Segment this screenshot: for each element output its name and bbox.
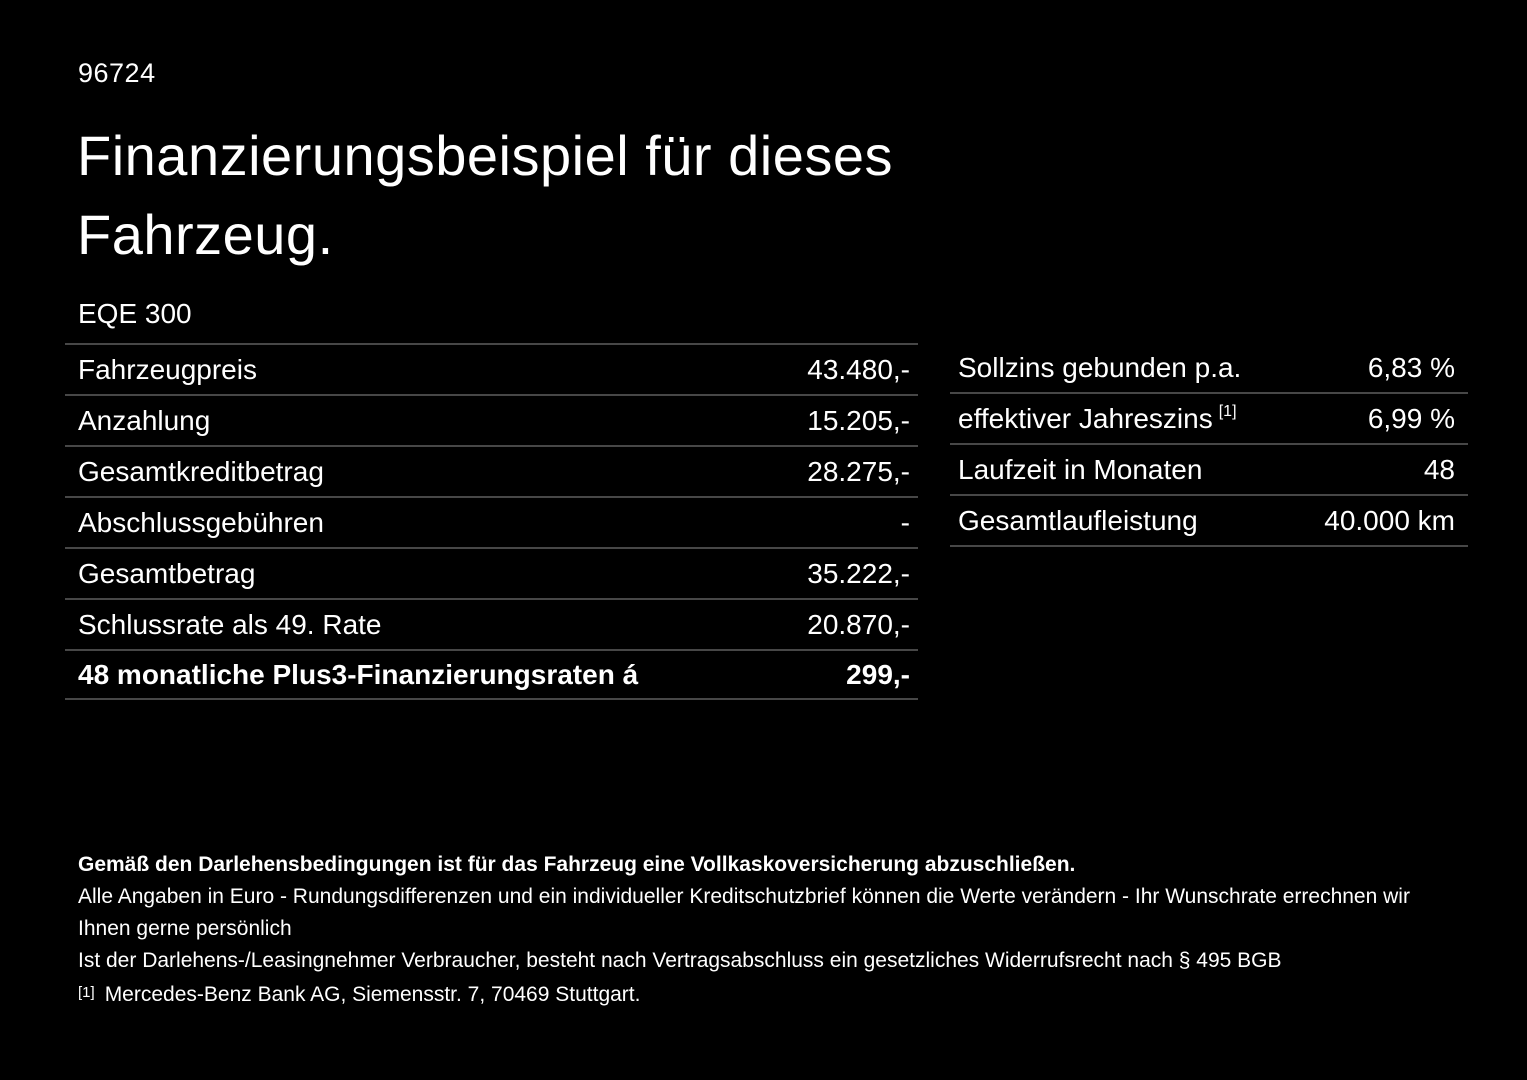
row-value: 28.275,- <box>807 455 910 487</box>
row-value: 43.480,- <box>807 353 910 385</box>
footnote: [1] Mercedes-Benz Bank AG, Siemensstr. 7,… <box>78 977 1458 1011</box>
conditions-table: Sollzins gebunden p.a. 6,83 % effektiver… <box>950 343 1468 547</box>
page-title-line2: Fahrzeug. <box>77 203 334 266</box>
row-value: 40.000 km <box>1324 504 1455 536</box>
financing-table: Fahrzeugpreis 43.480,- Anzahlung 15.205,… <box>65 343 918 700</box>
table-row-gesamtlaufleistung: Gesamtlaufleistung 40.000 km <box>950 496 1468 547</box>
row-value: 299,- <box>846 658 910 690</box>
table-row-schlussrate: Schlussrate als 49. Rate 20.870,- <box>65 598 918 649</box>
row-label: Sollzins gebunden p.a. <box>958 351 1242 383</box>
row-label: Gesamtbetrag <box>78 557 256 589</box>
table-row-anzahlung: Anzahlung 15.205,- <box>65 394 918 445</box>
row-label: Gesamtkreditbetrag <box>78 455 324 487</box>
table-row-effektiver-jahreszins: effektiver Jahreszins [1] 6,99 % <box>950 394 1468 445</box>
row-value: 15.205,- <box>807 404 910 436</box>
row-label: Fahrzeugpreis <box>78 353 257 385</box>
footnote-text: Mercedes-Benz Bank AG, Siemensstr. 7, 70… <box>104 983 641 1006</box>
row-value: 35.222,- <box>807 557 910 589</box>
row-label: Anzahlung <box>78 404 211 436</box>
row-value: - <box>900 506 910 538</box>
disclaimer-line-1: Alle Angaben in Euro - Rundungsdifferenz… <box>78 885 1410 940</box>
row-label: Abschlussgebühren <box>78 506 324 538</box>
row-label-text: effektiver Jahreszins <box>958 402 1213 434</box>
table-row-gesamtkreditbetrag: Gesamtkreditbetrag 28.275,- <box>65 445 918 496</box>
table-row-abschlussgebuehren: Abschlussgebühren - <box>65 496 918 547</box>
table-row-sollzins: Sollzins gebunden p.a. 6,83 % <box>950 343 1468 394</box>
row-label: Laufzeit in Monaten <box>958 453 1203 485</box>
table-row-fahrzeugpreis: Fahrzeugpreis 43.480,- <box>65 343 918 394</box>
table-row-monatsrate: 48 monatliche Plus3-Finanzierungsraten á… <box>65 649 918 700</box>
row-value: 6,83 % <box>1367 351 1455 383</box>
table-row-laufzeit: Laufzeit in Monaten 48 <box>950 445 1468 496</box>
document-number: 96724 <box>78 58 156 88</box>
row-value: 6,99 % <box>1367 402 1455 434</box>
row-label: 48 monatliche Plus3-Finanzierungsraten á <box>78 658 639 690</box>
footnote-marker: [1] <box>78 984 95 1001</box>
row-label: effektiver Jahreszins [1] <box>958 403 1237 435</box>
row-label: Schlussrate als 49. Rate <box>78 608 382 640</box>
page-title-line1: Finanzierungsbeispiel für dieses <box>77 124 893 187</box>
footer-disclaimers: Gemäß den Darlehensbedingungen ist für d… <box>78 849 1458 1011</box>
row-label: Gesamtlaufleistung <box>958 504 1198 536</box>
disclaimer-line-2: Ist der Darlehens-/Leasingnehmer Verbrau… <box>78 949 1282 972</box>
row-value: 20.870,- <box>807 608 910 640</box>
vehicle-model-label: EQE 300 <box>78 298 192 329</box>
page-title: Finanzierungsbeispiel für dieses Fahrzeug… <box>77 116 893 274</box>
row-value: 48 <box>1423 453 1455 485</box>
table-row-gesamtbetrag: Gesamtbetrag 35.222,- <box>65 547 918 598</box>
footnote-reference: [1] <box>1218 402 1237 420</box>
insurance-note: Gemäß den Darlehensbedingungen ist für d… <box>78 853 1076 876</box>
